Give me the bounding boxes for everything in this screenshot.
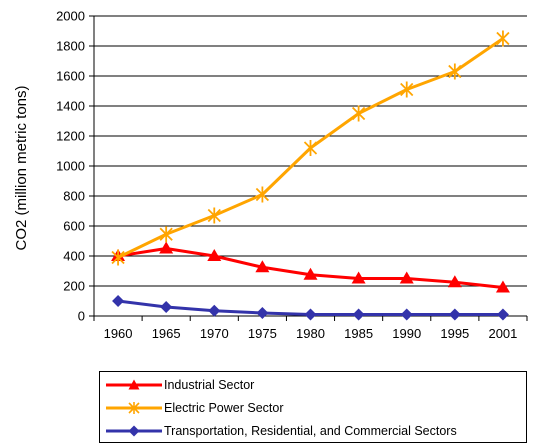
legend: Industrial Sector Electric Power Sector … [99, 371, 527, 443]
legend-swatch-industrial [106, 379, 162, 390]
legend-item-industrial: Industrial Sector [106, 375, 254, 395]
legend-swatch-electric [106, 402, 162, 414]
data-point [208, 304, 221, 317]
x-tick-label: 1965 [152, 326, 181, 341]
x-tick-label: 1960 [104, 326, 133, 341]
y-tick-label: 800 [63, 189, 85, 204]
x-tick-label: 1995 [440, 326, 469, 341]
x-tick-label: 1975 [248, 326, 277, 341]
data-point [495, 280, 510, 293]
x-tick-label: 1985 [344, 326, 373, 341]
data-point [352, 308, 365, 321]
data-point [304, 308, 317, 321]
y-tick-label: 1400 [56, 99, 85, 114]
y-tick-label: 0 [78, 309, 85, 324]
data-point [496, 30, 510, 47]
data-point [448, 308, 461, 321]
data-point [111, 249, 125, 266]
series-2 [112, 295, 509, 321]
legend-item-electric: Electric Power Sector [106, 398, 283, 418]
y-tick-label: 1200 [56, 129, 85, 144]
legend-label-industrial: Industrial Sector [164, 378, 255, 392]
gridlines [94, 15, 527, 287]
x-tick-label: 1970 [200, 326, 229, 341]
data-point [256, 307, 269, 319]
data-point [351, 271, 366, 284]
data-point [159, 226, 173, 243]
data-point [159, 241, 174, 254]
data-point [447, 275, 462, 288]
y-tick-label: 1800 [56, 39, 85, 54]
y-tick-label: 1000 [56, 159, 85, 174]
series-0 [111, 241, 510, 293]
y-tick-label: 600 [63, 219, 85, 234]
y-tick-label: 2000 [56, 9, 85, 24]
data-point [112, 295, 125, 307]
legend-label-transportation: Transportation, Residential, and Commerc… [164, 424, 457, 438]
data-point [351, 105, 366, 122]
data-point [400, 308, 413, 321]
legend-label-electric: Electric Power Sector [164, 401, 284, 415]
series-group [111, 30, 510, 321]
legend-swatch-transportation [106, 425, 162, 437]
data-point [207, 249, 222, 261]
y-tick-label: 400 [63, 249, 85, 264]
data-point [303, 140, 318, 156]
data-point [207, 207, 221, 224]
data-point [255, 260, 270, 273]
y-tick-label: 200 [63, 279, 85, 294]
legend-item-transportation: Transportation, Residential, and Commerc… [106, 421, 457, 441]
data-point [400, 81, 414, 98]
data-point [255, 186, 270, 203]
x-tick-label: 1980 [296, 326, 325, 341]
data-point [160, 301, 173, 313]
data-point [303, 267, 318, 280]
x-tick-label: 2001 [488, 326, 517, 341]
y-tick-label: 1600 [56, 69, 85, 84]
data-point [448, 63, 462, 80]
data-point [496, 308, 509, 321]
y-axis-label: CO2 (million metric tons) [13, 85, 30, 250]
tick-labels: 0 200 400 600 800 1000 1200 1400 1600 1800 2000 196… [56, 9, 517, 342]
data-point [399, 271, 414, 284]
x-tick-label: 1990 [392, 326, 421, 341]
series-1 [111, 30, 510, 266]
